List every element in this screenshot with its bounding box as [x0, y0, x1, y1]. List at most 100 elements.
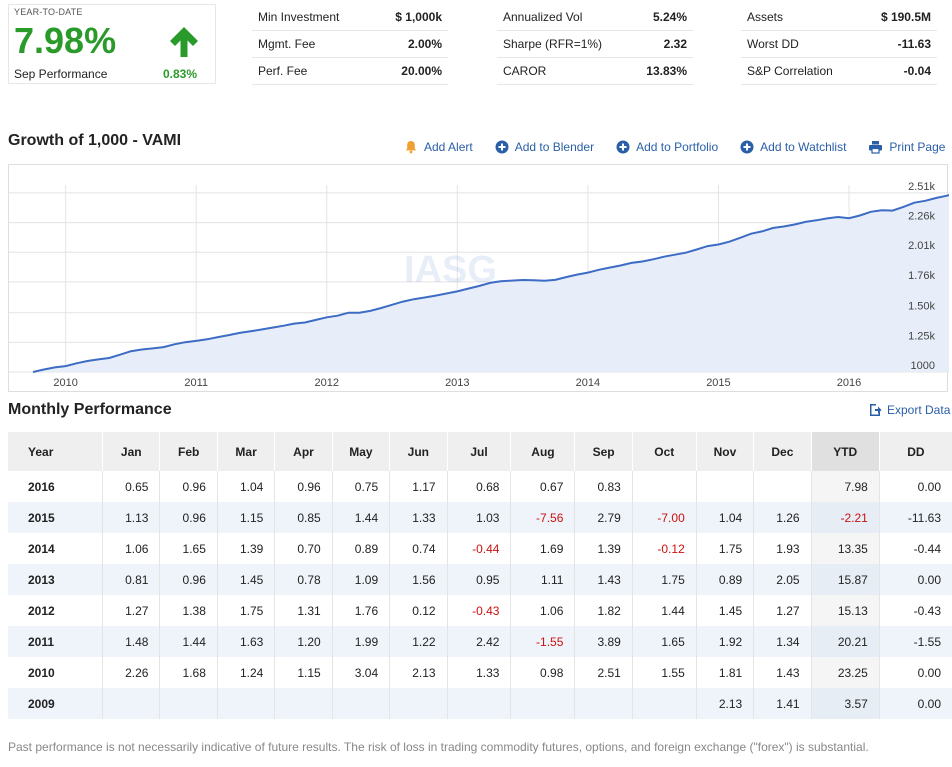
export-data-link[interactable]: Export Data	[868, 403, 950, 417]
stat-row: Mgmt. Fee 2.00%	[252, 31, 448, 58]
y-tick-label: 2.51k	[908, 181, 935, 193]
table-row: 2012 1.27 1.38 1.75 1.31 1.76 0.12 -0.43 1.06 1.8…	[8, 595, 952, 626]
table-cell: 2.13	[696, 688, 755, 719]
vami-line	[32, 194, 949, 373]
plus-circle-icon	[495, 140, 509, 154]
column-header-aug: Aug	[510, 432, 576, 471]
table-cell: 0.00	[879, 564, 952, 595]
table-cell	[632, 688, 697, 719]
stat-row: Annualized Vol 5.24%	[497, 4, 693, 31]
table-cell: 2.42	[447, 626, 512, 657]
monthly-performance-table: Year Jan Feb Mar Apr May Jun Jul Aug Sep Oct Nov Dec…	[8, 432, 952, 719]
month-performance-value: 0.83%	[162, 67, 197, 81]
table-cell: 0.89	[696, 564, 755, 595]
table-cell: 1.93	[753, 533, 812, 564]
stat-label: Mgmt. Fee	[258, 37, 316, 51]
table-cell: 0.96	[274, 471, 333, 502]
add-to-watchlist-link[interactable]: Add to Watchlist	[740, 140, 846, 154]
table-cell: 1.15	[274, 657, 333, 688]
x-tick-label: 2013	[445, 377, 469, 389]
table-cell: -0.12	[632, 533, 697, 564]
stat-value: -11.63	[897, 37, 931, 51]
table-cell: 0.98	[510, 657, 576, 688]
table-cell: 0.70	[274, 533, 333, 564]
risk-stats: Annualized Vol 5.24% Sharpe (RFR=1%) 2.32 …	[497, 4, 693, 85]
table-cell: -1.55	[879, 626, 952, 657]
table-cell: 1.99	[332, 626, 391, 657]
table-cell: 1.56	[389, 564, 448, 595]
stat-row: Worst DD -11.63	[741, 31, 937, 58]
export-data-label: Export Data	[887, 403, 951, 417]
print-page-link[interactable]: Print Page	[868, 140, 945, 154]
table-cell: 1.63	[217, 626, 276, 657]
x-tick-label: 2015	[706, 377, 730, 389]
table-cell: 1.04	[696, 502, 755, 533]
table-cell: 1.55	[632, 657, 697, 688]
table-cell	[217, 688, 276, 719]
column-header-nov: Nov	[696, 432, 755, 471]
vami-chart: IASG 2010 2011 2012 2013 2014 2015 2016 1000 1.…	[8, 164, 949, 392]
table-cell: 7.98	[811, 471, 880, 502]
table-cell: 3.89	[574, 626, 633, 657]
y-tick-label: 1.25k	[908, 330, 935, 342]
plus-circle-icon	[616, 140, 630, 154]
ytd-label: YEAR-TO-DATE	[14, 7, 83, 17]
table-cell: 1.13	[102, 502, 161, 533]
x-tick-label: 2012	[315, 377, 339, 389]
table-cell: 1.27	[753, 595, 812, 626]
table-cell: 1.11	[510, 564, 576, 595]
year-cell: 2014	[8, 533, 104, 564]
y-tick-label: 2.26k	[908, 211, 935, 223]
printer-icon	[869, 141, 883, 154]
table-cell: 0.00	[879, 688, 952, 719]
table-cell: 1.39	[217, 533, 276, 564]
vami-chart-svg: IASG 2010 2011 2012 2013 2014 2015 2016 1000 1.…	[9, 181, 949, 389]
x-tick-label: 2014	[576, 377, 600, 389]
stat-label: Perf. Fee	[258, 64, 308, 78]
table-cell: 3.57	[811, 688, 880, 719]
add-to-blender-link[interactable]: Add to Blender	[495, 140, 594, 154]
y-tick-label: 1.76k	[908, 270, 935, 282]
table-cell: 0.95	[447, 564, 512, 595]
bell-icon	[405, 141, 417, 154]
year-cell: 2010	[8, 657, 104, 688]
table-cell	[510, 688, 576, 719]
table-cell	[389, 688, 448, 719]
table-row: 2015 1.13 0.96 1.15 0.85 1.44 1.33 1.03 -7.56 2.7…	[8, 502, 952, 533]
table-row: 2009 2.13 1.41 3.57 0.00	[8, 688, 952, 719]
table-cell: 0.85	[274, 502, 333, 533]
stat-value: -0.04	[903, 64, 931, 78]
month-performance-label: Sep Performance	[14, 67, 108, 81]
stat-label: S&P Correlation	[747, 64, 833, 78]
table-cell	[274, 688, 333, 719]
add-alert-link[interactable]: Add Alert	[404, 140, 473, 154]
table-cell: 1.65	[159, 533, 218, 564]
table-cell: 1.41	[753, 688, 812, 719]
table-cell: 1.45	[696, 595, 755, 626]
table-cell: 0.96	[159, 502, 218, 533]
table-cell	[332, 688, 391, 719]
table-cell: 1.92	[696, 626, 755, 657]
table-cell: 1.81	[696, 657, 755, 688]
table-cell: 1.38	[159, 595, 218, 626]
column-header-ytd: YTD	[811, 432, 880, 471]
print-page-label: Print Page	[889, 140, 946, 154]
table-cell: -1.55	[510, 626, 576, 657]
column-header-dd: DD	[879, 432, 952, 471]
table-cell	[632, 471, 697, 502]
table-cell: 0.67	[510, 471, 576, 502]
table-row: 2010 2.26 1.68 1.24 1.15 3.04 2.13 1.33 0.98 2.51…	[8, 657, 952, 688]
stat-value: 5.24%	[652, 10, 687, 24]
table-cell: 1.33	[447, 657, 512, 688]
table-cell: 2.13	[389, 657, 448, 688]
table-cell: -0.43	[447, 595, 512, 626]
add-to-watchlist-label: Add to Watchlist	[760, 140, 847, 154]
table-cell	[447, 688, 512, 719]
table-cell: 1.34	[753, 626, 812, 657]
table-cell: 1.45	[217, 564, 276, 595]
stat-row: S&P Correlation -0.04	[741, 58, 937, 85]
table-cell	[159, 688, 218, 719]
stat-row: CAROR 13.83%	[497, 58, 693, 85]
add-to-portfolio-link[interactable]: Add to Portfolio	[616, 140, 718, 154]
chart-actions: Add Alert Add to Blender Add to Portfoli…	[404, 140, 945, 154]
